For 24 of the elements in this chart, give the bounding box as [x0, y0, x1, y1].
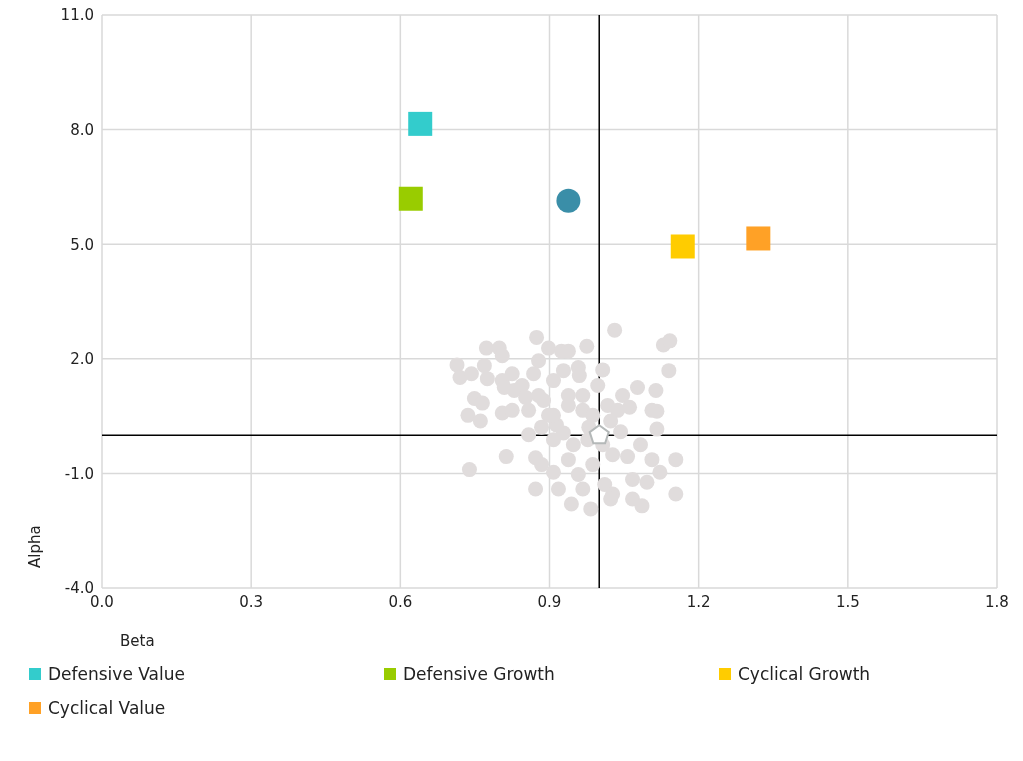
y-tick-label: 11.0 — [60, 6, 94, 25]
point — [398, 186, 423, 211]
x-tick-label: 1.8 — [985, 592, 1009, 611]
point — [746, 226, 771, 251]
legend-label: Defensive Value — [48, 664, 185, 684]
y-tick-label: 2.0 — [70, 350, 94, 369]
point — [588, 424, 610, 445]
y-tick-label: 5.0 — [70, 235, 94, 254]
point — [408, 111, 433, 136]
x-tick-label: 0.6 — [388, 592, 413, 611]
legend-label: Cyclical Value — [48, 698, 166, 718]
x-tick-label: 0.0 — [90, 592, 114, 611]
x-axis-title: Beta — [119, 632, 156, 650]
y-axis-title: Alpha — [26, 525, 44, 568]
point — [670, 234, 695, 259]
legend-label: Cyclical Growth — [738, 664, 871, 684]
point — [556, 188, 581, 213]
x-tick-label: 1.5 — [835, 592, 860, 611]
x-tick-label: 0.3 — [239, 592, 264, 611]
x-tick-label: 1.2 — [686, 592, 711, 611]
y-tick-label: -1.0 — [64, 464, 94, 483]
y-tick-label: 8.0 — [70, 120, 94, 139]
x-tick-label: 0.9 — [537, 592, 562, 611]
legend-label: Defensive Growth — [403, 664, 555, 684]
